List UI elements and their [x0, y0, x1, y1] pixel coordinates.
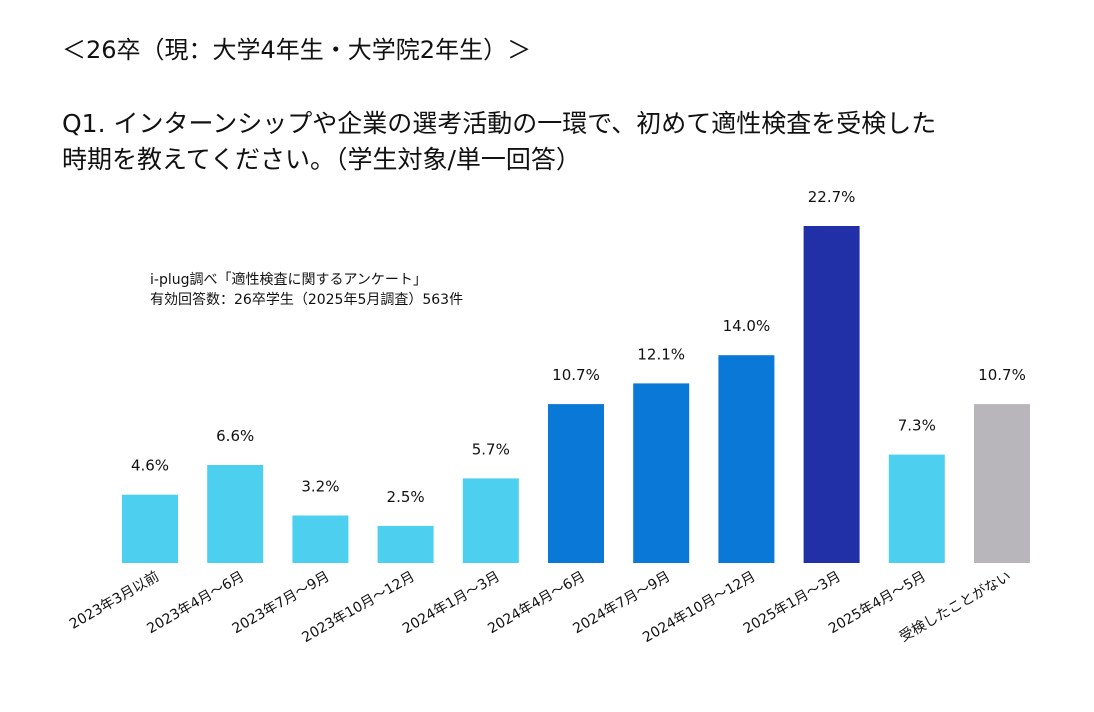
- question-line-2: 時期を教えてください。（学生対象/単一回答）: [62, 145, 581, 174]
- bar-10: [974, 404, 1030, 563]
- bar-5: [548, 404, 604, 563]
- value-label-3: 2.5%: [387, 488, 425, 506]
- value-label-1: 6.6%: [216, 427, 254, 445]
- bar-7: [718, 355, 775, 563]
- bar-8: [803, 226, 860, 563]
- source-note: i-plug調べ「適性検査に関するアンケート」 有効回答数：26卒学生（2025…: [150, 270, 463, 310]
- question-line-1: Q1. インターンシップや企業の選考活動の一環で、初めて適性検査を受検した: [62, 109, 937, 138]
- value-label-0: 4.6%: [131, 457, 169, 475]
- page-header: ＜26卒（現：大学4年生・大学院2年生）＞: [62, 36, 532, 64]
- value-label-6: 12.1%: [637, 345, 685, 363]
- bar-9: [888, 454, 945, 563]
- bar-2: [292, 515, 349, 563]
- bar-0: [122, 494, 178, 563]
- value-label-8: 22.7%: [808, 188, 856, 206]
- value-label-5: 10.7%: [552, 366, 600, 384]
- value-label-7: 14.0%: [723, 317, 771, 335]
- bar-1: [207, 465, 264, 563]
- source-line-2: 有効回答数：26卒学生（2025年5月調査）563件: [150, 292, 464, 308]
- bar-4: [462, 478, 519, 563]
- value-label-9: 7.3%: [898, 417, 936, 435]
- bar-6: [633, 383, 690, 563]
- value-label-10: 10.7%: [978, 366, 1026, 384]
- question-title: Q1. インターンシップや企業の選考活動の一環で、初めて適性検査を受検した 時期…: [62, 106, 936, 178]
- value-label-4: 5.7%: [472, 440, 510, 458]
- value-label-2: 3.2%: [301, 478, 339, 496]
- source-line-1: i-plug調べ「適性検査に関するアンケート」: [150, 272, 427, 288]
- bar-3: [377, 525, 434, 563]
